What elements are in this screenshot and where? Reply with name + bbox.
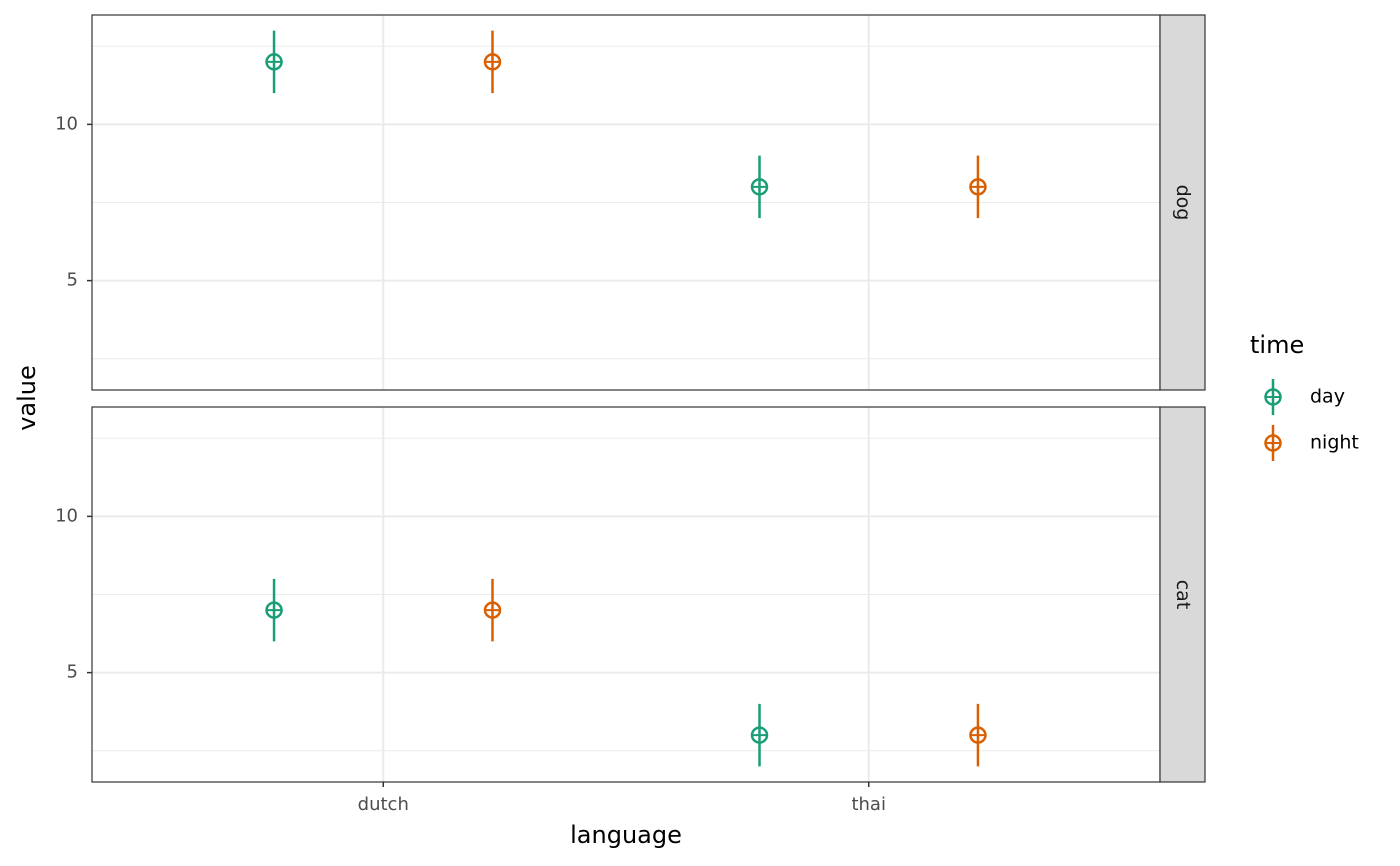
y-tick-label: 10 [55, 113, 78, 134]
y-axis-title: value [13, 365, 41, 431]
legend-title: time [1250, 331, 1304, 359]
strip-label: dog [1172, 185, 1194, 221]
x-tick-label: dutch [358, 794, 409, 815]
legend-label: night [1310, 432, 1359, 454]
x-axis-title: language [570, 821, 682, 849]
y-tick-label: 5 [67, 270, 78, 291]
y-tick-label: 10 [55, 505, 78, 526]
strip-background [1159, 406, 1206, 783]
x-tick-label: thai [851, 794, 886, 815]
strip-label: cat [1172, 580, 1194, 610]
strip-background [1159, 14, 1206, 391]
y-tick-label: 5 [67, 662, 78, 683]
legend-label: day [1310, 386, 1345, 408]
